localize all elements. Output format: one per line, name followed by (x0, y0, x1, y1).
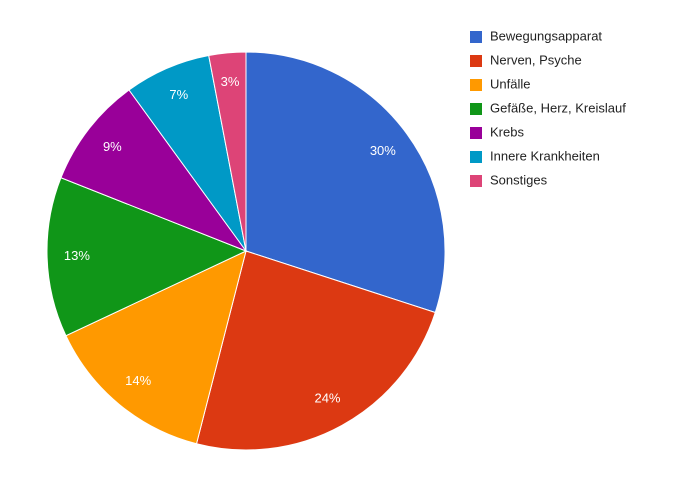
pie-slice (60, 89, 248, 253)
slice-label: 7% (169, 87, 188, 102)
slice-label: 24% (314, 391, 340, 406)
pie-slice (65, 250, 247, 445)
slice-label: 13% (64, 248, 90, 263)
legend-swatch (470, 55, 482, 67)
pie-slice (46, 177, 248, 337)
legend-label: Krebs (490, 124, 524, 139)
pie-slice (245, 51, 446, 314)
legend-swatch (470, 31, 482, 43)
legend-label: Innere Krankheiten (490, 148, 600, 163)
legend-swatch (470, 79, 482, 91)
legend-label: Unfälle (490, 76, 530, 91)
slice-label: 14% (125, 373, 151, 388)
legend-swatch (470, 151, 482, 163)
legend-label: Nerven, Psyche (490, 52, 582, 67)
legend-swatch (470, 103, 482, 115)
legend-swatch (470, 127, 482, 139)
pie-slice (208, 51, 247, 252)
legend-label: Bewegungsapparat (490, 28, 602, 43)
slice-label: 30% (370, 143, 396, 158)
slice-label: 9% (103, 139, 122, 154)
slice-label: 3% (221, 74, 240, 89)
legend-swatch (470, 175, 482, 187)
legend-label: Sonstiges (490, 172, 548, 187)
legend-label: Gefäße, Herz, Kreislauf (490, 100, 626, 115)
pie-slice (195, 250, 436, 451)
